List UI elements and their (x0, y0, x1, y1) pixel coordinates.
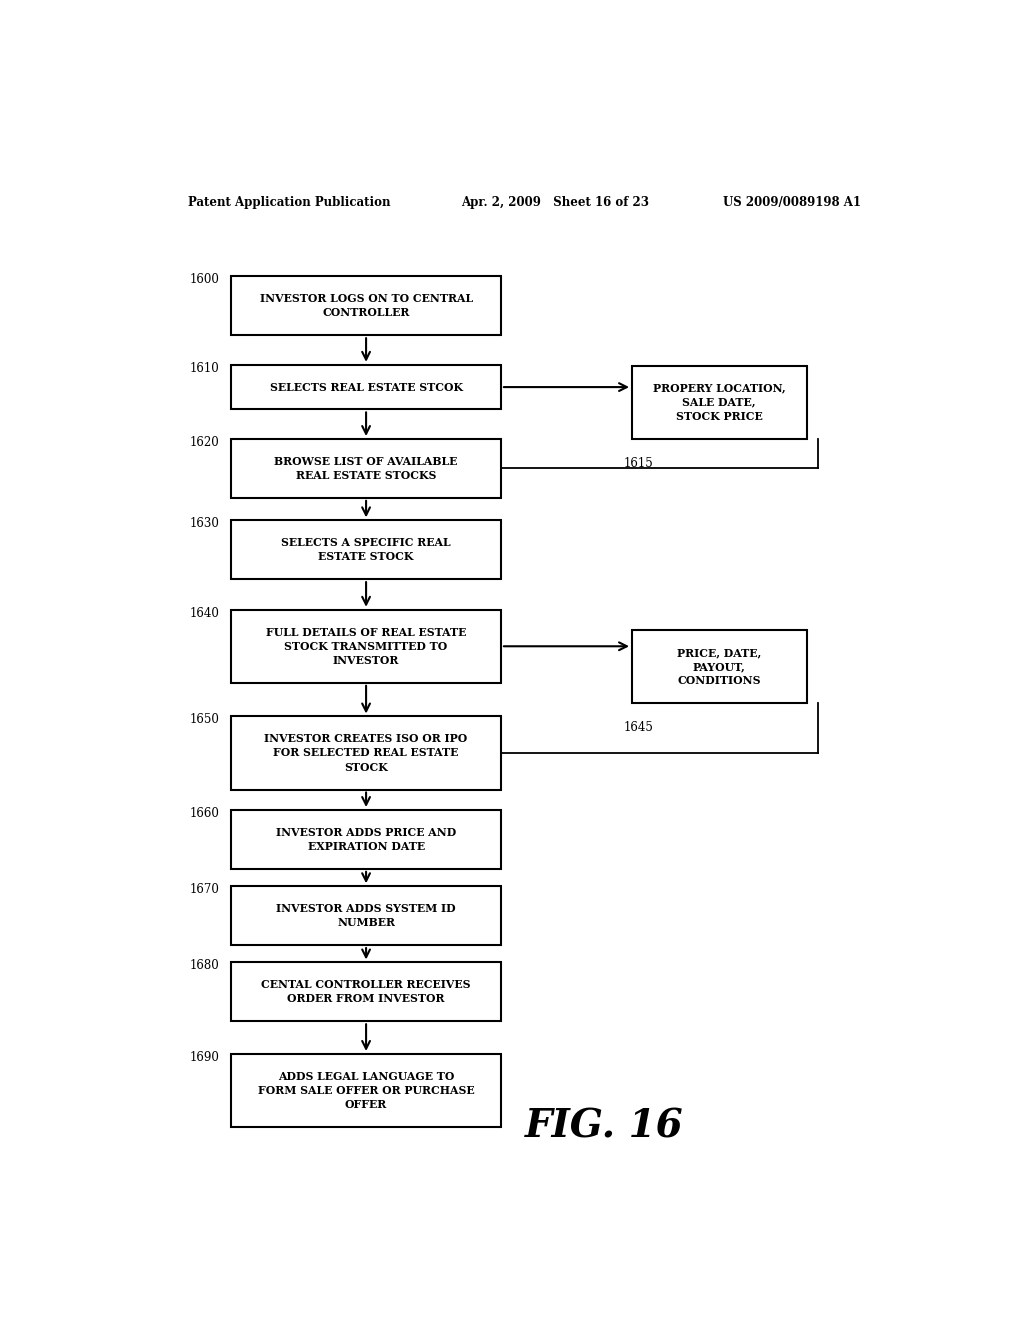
Text: BROWSE LIST OF AVAILABLE
REAL ESTATE STOCKS: BROWSE LIST OF AVAILABLE REAL ESTATE STO… (274, 455, 458, 480)
FancyBboxPatch shape (231, 717, 501, 789)
FancyBboxPatch shape (231, 886, 501, 945)
Text: CENTAL CONTROLLER RECEIVES
ORDER FROM INVESTOR: CENTAL CONTROLLER RECEIVES ORDER FROM IN… (261, 979, 471, 1005)
Text: 1620: 1620 (189, 436, 219, 449)
FancyBboxPatch shape (231, 962, 501, 1022)
Text: FULL DETAILS OF REAL ESTATE
STOCK TRANSMITTED TO
INVESTOR: FULL DETAILS OF REAL ESTATE STOCK TRANSM… (266, 627, 466, 665)
Text: SELECTS REAL ESTATE STCOK: SELECTS REAL ESTATE STCOK (269, 381, 463, 392)
Text: 1630: 1630 (189, 517, 219, 531)
FancyBboxPatch shape (231, 520, 501, 579)
Text: SELECTS A SPECIFIC REAL
ESTATE STOCK: SELECTS A SPECIFIC REAL ESTATE STOCK (282, 537, 451, 562)
FancyBboxPatch shape (231, 1053, 501, 1127)
Text: 1650: 1650 (189, 713, 219, 726)
FancyBboxPatch shape (632, 630, 807, 704)
FancyBboxPatch shape (231, 364, 501, 409)
Text: Apr. 2, 2009   Sheet 16 of 23: Apr. 2, 2009 Sheet 16 of 23 (461, 195, 649, 209)
Text: 1600: 1600 (189, 273, 219, 286)
FancyBboxPatch shape (231, 440, 501, 498)
FancyBboxPatch shape (632, 366, 807, 440)
Text: 1645: 1645 (624, 722, 654, 734)
Text: 1610: 1610 (189, 362, 219, 375)
Text: INVESTOR CREATES ISO OR IPO
FOR SELECTED REAL ESTATE
STOCK: INVESTOR CREATES ISO OR IPO FOR SELECTED… (264, 734, 468, 772)
FancyBboxPatch shape (231, 610, 501, 682)
Text: 1680: 1680 (189, 960, 219, 973)
Text: US 2009/0089198 A1: US 2009/0089198 A1 (723, 195, 861, 209)
Text: 1640: 1640 (189, 607, 219, 619)
Text: 1670: 1670 (189, 883, 219, 896)
FancyBboxPatch shape (231, 276, 501, 335)
Text: Patent Application Publication: Patent Application Publication (187, 195, 390, 209)
Text: ADDS LEGAL LANGUAGE TO
FORM SALE OFFER OR PURCHASE
OFFER: ADDS LEGAL LANGUAGE TO FORM SALE OFFER O… (258, 1071, 474, 1110)
Text: INVESTOR LOGS ON TO CENTRAL
CONTROLLER: INVESTOR LOGS ON TO CENTRAL CONTROLLER (259, 293, 473, 318)
Text: INVESTOR ADDS PRICE AND
EXPIRATION DATE: INVESTOR ADDS PRICE AND EXPIRATION DATE (275, 826, 457, 851)
Text: FIG. 16: FIG. 16 (525, 1107, 683, 1144)
Text: INVESTOR ADDS SYSTEM ID
NUMBER: INVESTOR ADDS SYSTEM ID NUMBER (276, 903, 456, 928)
Text: PRICE, DATE,
PAYOUT,
CONDITIONS: PRICE, DATE, PAYOUT, CONDITIONS (677, 647, 762, 686)
Text: 1615: 1615 (624, 457, 653, 470)
FancyBboxPatch shape (231, 810, 501, 869)
Text: 1660: 1660 (189, 807, 219, 820)
Text: PROPERY LOCATION,
SALE DATE,
STOCK PRICE: PROPERY LOCATION, SALE DATE, STOCK PRICE (653, 383, 785, 422)
Text: 1690: 1690 (189, 1051, 219, 1064)
